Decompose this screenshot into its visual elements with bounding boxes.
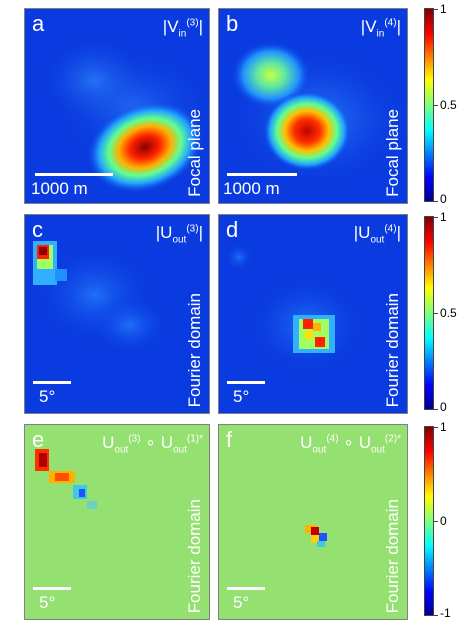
- panel-b: b |Vin(4)| Focal plane 1000 m: [218, 8, 408, 204]
- domain-label: Focal plane: [383, 109, 402, 197]
- scale-label: 1000 m: [223, 179, 280, 198]
- tick-mark: [434, 615, 438, 616]
- tick-mark: [434, 217, 438, 218]
- fourier-product-image-f: [305, 525, 327, 547]
- scale-label: 5°: [233, 593, 250, 612]
- quantity-label: |Vin(3)|: [162, 17, 203, 40]
- colorbar-tick: 1: [440, 2, 447, 16]
- panel-letter: d: [226, 217, 239, 242]
- colorbar-tick: 0: [440, 400, 447, 414]
- colorbar-3: [424, 426, 434, 616]
- panel-letter: f: [226, 427, 233, 452]
- quantity-label: Uout(4) ∘ Uout(2)*: [300, 433, 401, 456]
- colorbar-2: [424, 216, 434, 410]
- domain-label: Focal plane: [185, 109, 204, 197]
- quantity-label: |Uout(4)|: [353, 223, 401, 246]
- quantity-label: |Vin(4)|: [360, 17, 401, 40]
- domain-label: Fourier domain: [185, 292, 204, 407]
- fourier-product-image-e: [35, 449, 97, 509]
- scale-bar: [35, 173, 113, 176]
- panel-letter: a: [32, 11, 45, 36]
- fourier-image-c: [33, 241, 170, 355]
- colorbar-1: [424, 8, 434, 202]
- colorbar-tick: 0: [440, 192, 447, 206]
- focal-plane-image-b: [229, 41, 407, 189]
- domain-label: Fourier domain: [383, 292, 402, 407]
- fourier-image-d: [225, 243, 367, 375]
- panel-letter: b: [226, 11, 239, 36]
- colorbar-tick: 1: [440, 420, 447, 434]
- domain-label: Fourier domain: [383, 498, 402, 613]
- tick-mark: [434, 201, 438, 202]
- quantity-label: |Uout(3)|: [155, 223, 203, 246]
- tick-mark: [434, 9, 438, 10]
- scale-label: 5°: [39, 387, 56, 406]
- panel-c: c |Uout(3)| Fourier domain 5°: [24, 214, 210, 414]
- panel-e: e Uout(3) ∘ Uout(1)* Fourier domain 5°: [24, 424, 210, 620]
- panel-f: f Uout(4) ∘ Uout(2)* Fourier domain 5°: [218, 424, 408, 620]
- tick-mark: [434, 521, 438, 522]
- domain-label: Fourier domain: [185, 498, 204, 613]
- colorbar-tick: -1: [440, 606, 451, 620]
- panel-a: a |Vin(3)| Focal plane 1000 m: [24, 8, 210, 204]
- quantity-label: Uout(3) ∘ Uout(1)*: [102, 433, 203, 456]
- scale-label: 5°: [233, 387, 250, 406]
- panel-d: d |Uout(4)| Fourier domain 5°: [218, 214, 408, 414]
- scale-bar: [227, 587, 265, 590]
- colorbar-tick: 0.5: [440, 98, 457, 112]
- tick-mark: [434, 427, 438, 428]
- scale-bar: [227, 173, 297, 176]
- scale-label: 5°: [39, 593, 56, 612]
- colorbar-tick: 0.5: [440, 306, 457, 320]
- colorbar-tick: 1: [440, 210, 447, 224]
- panel-letter: c: [32, 217, 43, 242]
- scale-bar: [33, 381, 71, 384]
- panel-letter: e: [32, 427, 45, 452]
- tick-mark: [434, 409, 438, 410]
- scale-bar: [227, 381, 265, 384]
- scale-bar: [33, 587, 71, 590]
- tick-mark: [434, 313, 438, 314]
- tick-mark: [434, 105, 438, 106]
- focal-plane-image-a: [40, 36, 209, 194]
- scale-label: 1000 m: [31, 179, 88, 198]
- colorbar-tick: 0: [440, 514, 447, 528]
